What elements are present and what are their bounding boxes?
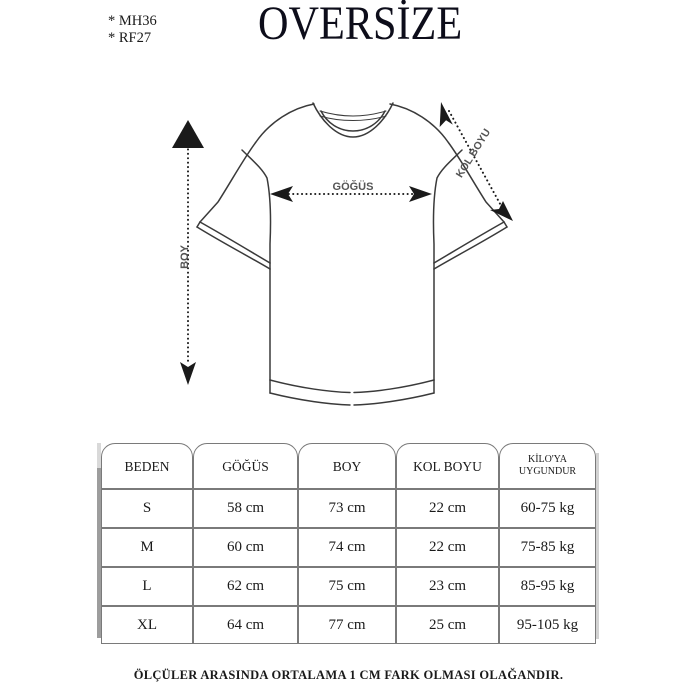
svg-text:KOL BOYU: KOL BOYU: [454, 127, 493, 180]
svg-text:GÖĞÜS: GÖĞÜS: [333, 180, 374, 193]
svg-text:BOY: BOY: [179, 244, 191, 269]
